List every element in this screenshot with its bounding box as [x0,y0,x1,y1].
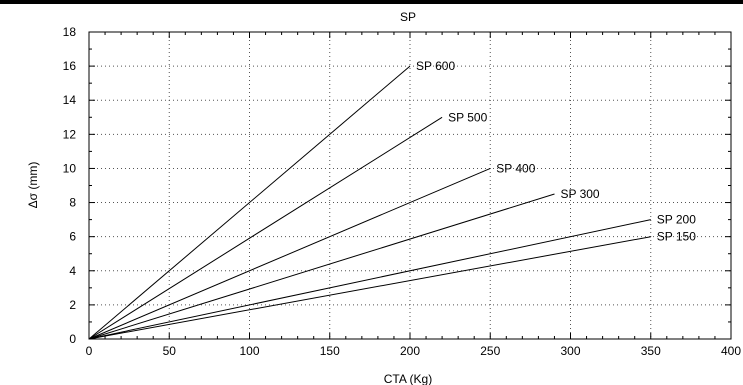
y-axis-label: Δσ (mm) [26,162,40,209]
series-line-sp-300 [88,193,555,340]
series-line-sp-600 [88,65,411,340]
y-tick-label: 10 [63,161,77,175]
series-lines [88,65,651,340]
y-tick-label: 8 [69,196,76,210]
x-tick-label: 0 [86,344,93,358]
top-border [0,0,743,4]
x-tick-label: 150 [320,344,340,358]
y-tick-label: 14 [63,93,77,107]
x-tick-label: 50 [163,344,177,358]
x-tick-label: 300 [560,344,580,358]
series-label: SP 200 [657,213,696,227]
y-tick-label: 2 [69,298,76,312]
x-tick-label: 250 [480,344,500,358]
chart-title: SP [400,10,416,24]
y-tick-label: 4 [69,264,76,278]
y-tick-label: 6 [69,230,76,244]
series-label: SP 150 [657,230,696,244]
series-line-sp-500 [88,116,443,340]
x-axis-label: CTA (Kg) [384,372,432,385]
series-label: SP 300 [560,187,599,201]
x-tick-label: 400 [721,344,741,358]
y-tick-label: 0 [69,332,76,346]
y-tick-label: 18 [63,25,77,39]
axis-ticks: 0 50 100 150 200 250 300 350 400 0 2 4 6 8 10 12 14 16 18 [63,25,742,358]
x-tick-label: 200 [400,344,420,358]
y-tick-label: 12 [63,127,77,141]
grid-lines [89,32,731,339]
series-label: SP 500 [448,110,487,124]
series-line-sp-150 [88,236,651,340]
x-tick-label: 350 [641,344,661,358]
series-line-sp-200 [88,219,651,340]
series-labels: SP 600 SP 500 SP 400 SP 300 SP 200 SP 150 [416,59,696,244]
x-tick-label: 100 [239,344,259,358]
series-line-sp-400 [88,167,491,340]
series-label: SP 600 [416,59,455,73]
series-label: SP 400 [496,161,535,175]
y-tick-label: 16 [63,59,77,73]
